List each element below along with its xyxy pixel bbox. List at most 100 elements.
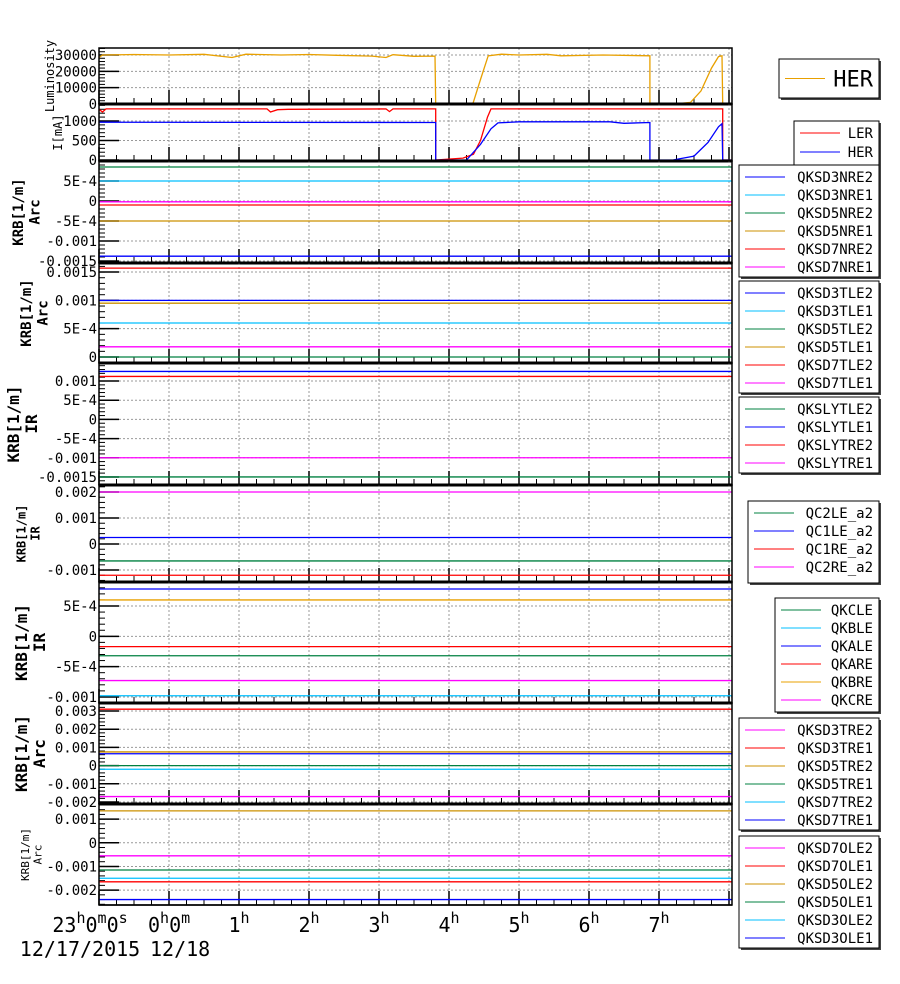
legend-label: QKSD7OLE2	[797, 841, 873, 857]
panel-arc-tre: 0.003 0.002 0.001 0 -0.001 -0.002 KRB[1/m]Arc	[12, 702, 733, 811]
x-tick-label-part: h	[451, 909, 460, 927]
y-tick-label: 5E-4	[63, 393, 97, 409]
legend-box	[774, 597, 880, 713]
y-tick-label: -0.002	[46, 795, 97, 811]
y-tick-label: -0.0015	[38, 470, 97, 486]
x-tick-label-part: 0	[85, 913, 97, 937]
x-tick-label-part: h	[241, 909, 250, 927]
y-axis-label-line: Arc	[30, 739, 49, 768]
legend-label: QKCLE	[831, 603, 873, 619]
y-tick-label: -5E-4	[55, 214, 97, 230]
legend-box	[793, 120, 880, 167]
x-tick-label-part: h	[521, 909, 530, 927]
legend-label: QKALE	[831, 639, 873, 655]
legend-label: QKSD5TLE1	[797, 340, 873, 356]
y-tick-label: 0	[89, 836, 97, 852]
y-tick-label: -0.001	[46, 690, 97, 706]
y-axis-label-line: I[mA]	[51, 114, 65, 150]
legend-label: QC2RE_a2	[806, 560, 873, 576]
legend-box	[738, 396, 880, 474]
y-axis-label: I[mA]	[51, 114, 65, 150]
legend-ir-qc: QC2LE_a2 QC1LE_a2 QC1RE_a2 QC2RE_a2	[747, 500, 881, 585]
legend-label: QKSLYTRE2	[797, 438, 873, 454]
legend-label: QKSLYTLE1	[797, 420, 873, 436]
legend-label: QKSD3TRE2	[797, 723, 873, 739]
legend-label: QKSD7OLE1	[797, 859, 873, 875]
legend-ir-sly: QKSLYTLE2 QKSLYTLE1 QKSLYTRE2 QKSLYTRE1	[738, 396, 881, 475]
legend-label: QKSD5TRE2	[797, 759, 873, 775]
legend-label: QKBRE	[831, 675, 873, 691]
y-tick-label: 5E-4	[63, 322, 97, 338]
x-tick-label-part: 2	[298, 913, 310, 937]
legend-label: LER	[848, 126, 874, 142]
x-tick-label-part: 4	[438, 913, 450, 937]
panel-frame	[98, 160, 733, 264]
legend-label: QKSD5TLE2	[797, 322, 873, 338]
panel-arc-nre: 5E-4 0 -5E-4 -0.001 -0.0015 KRB[1/m]Arc	[11, 160, 733, 270]
y-tick-label: 0	[89, 537, 97, 553]
x-tick-label-part: 0	[107, 913, 119, 937]
legend-arc-nre: QKSD3NRE2 QKSD3NRE1 QKSD5NRE2 QKSD5NRE1 QKSD…	[738, 164, 881, 279]
panel-frame	[98, 484, 733, 583]
x-tick-label: 6h	[578, 909, 599, 937]
x-tick-label-part: 3	[368, 913, 380, 937]
y-tick-label: -0.001	[46, 859, 97, 875]
legend-current: LER HER	[793, 120, 881, 168]
y-axis-label-line: KRB[1/m]	[11, 178, 27, 245]
legend-label: QKSD3TLE1	[797, 304, 873, 320]
y-axis-label-line: Arc	[27, 199, 43, 224]
x-tick-label-part: h	[381, 909, 390, 927]
panel-ir-qk: 5E-4 0 -5E-4 -0.001 KRB[1/m]IR	[12, 581, 733, 706]
y-tick-label: -0.0015	[38, 254, 97, 270]
y-axis-label-line: KRB[1/m]	[12, 604, 31, 681]
y-tick-label: 0.002	[55, 485, 97, 501]
legend-arc-ole: QKSD7OLE2 QKSD7OLE1 QKSD5OLE2 QKSD5OLE1 QKSD…	[738, 835, 881, 950]
x-date-label: 12/17/2015	[20, 937, 140, 961]
x-tick-label: 5h	[508, 909, 529, 937]
y-tick-label: 0	[89, 194, 97, 210]
y-tick-label: 30000	[55, 48, 97, 64]
legend-label: QKSD3NRE2	[797, 170, 873, 186]
x-tick-label: 1h	[228, 909, 249, 937]
x-tick-label-part: h	[160, 909, 169, 927]
legend-label: QKSD3TRE1	[797, 741, 873, 757]
x-tick-label-part: 0	[148, 913, 160, 937]
y-tick-label: 20000	[55, 64, 97, 80]
y-axis-label: Luminosity	[43, 40, 57, 112]
panel-frame	[98, 262, 733, 364]
legend-arc-tle: QKSD3TLE2 QKSD3TLE1 QKSD5TLE2 QKSD5TLE1 QKSD…	[738, 280, 881, 395]
y-axis-label-line: KRB[1/m]	[19, 828, 32, 881]
y-axis-label-line: Luminosity	[43, 40, 57, 112]
y-axis-label: KRB[1/m]IR	[12, 604, 49, 681]
legend-lum: HER	[778, 58, 881, 100]
legend-label: QC1LE_a2	[806, 524, 873, 540]
x-tick-label-part: h	[661, 909, 670, 927]
legend-label: QKSD3NRE1	[797, 188, 873, 204]
legend-box	[738, 280, 880, 394]
y-tick-label: 500	[72, 134, 97, 150]
legend-label: QKSD7TLE1	[797, 376, 873, 392]
y-tick-label: 0	[89, 153, 97, 169]
y-tick-label: 0.0015	[46, 265, 97, 281]
y-tick-label: 0	[89, 759, 97, 775]
panel-frame	[98, 103, 733, 162]
x-tick-label-part: 23	[52, 913, 76, 937]
legend-ir-qk: QKCLE QKBLE QKALE QKARE QKBRE QKCRE	[774, 597, 881, 714]
legend-label: QKSD3OLE1	[797, 931, 873, 947]
y-tick-label: 0.001	[55, 374, 97, 390]
legend-label: QKSLYTLE2	[797, 402, 873, 418]
x-tick-label: 3h	[368, 909, 389, 937]
y-tick-label: 0.003	[55, 704, 97, 720]
y-tick-label: -0.001	[46, 451, 97, 467]
y-tick-label: 0.002	[55, 722, 97, 738]
y-tick-label: 0	[89, 629, 97, 645]
x-tick-label-part: h	[311, 909, 320, 927]
y-axis-label-line: KRB[1/m]	[15, 505, 29, 563]
legend-label: HER	[833, 68, 873, 93]
y-tick-label: 0	[89, 97, 97, 113]
x-tick-label-part: 6	[578, 913, 590, 937]
